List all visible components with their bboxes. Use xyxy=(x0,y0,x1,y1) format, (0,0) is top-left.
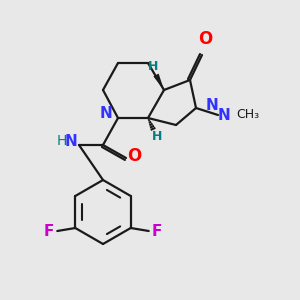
Text: O: O xyxy=(198,30,212,48)
Text: H: H xyxy=(148,59,158,73)
Text: CH₃: CH₃ xyxy=(236,109,259,122)
Text: H: H xyxy=(152,130,162,143)
Text: O: O xyxy=(127,147,141,165)
Text: N: N xyxy=(217,107,230,122)
Text: N: N xyxy=(99,106,112,121)
Text: F: F xyxy=(44,224,54,238)
Text: N: N xyxy=(206,98,219,113)
Polygon shape xyxy=(153,74,164,90)
Text: N: N xyxy=(64,134,77,148)
Text: H: H xyxy=(57,134,67,148)
Text: F: F xyxy=(152,224,162,238)
